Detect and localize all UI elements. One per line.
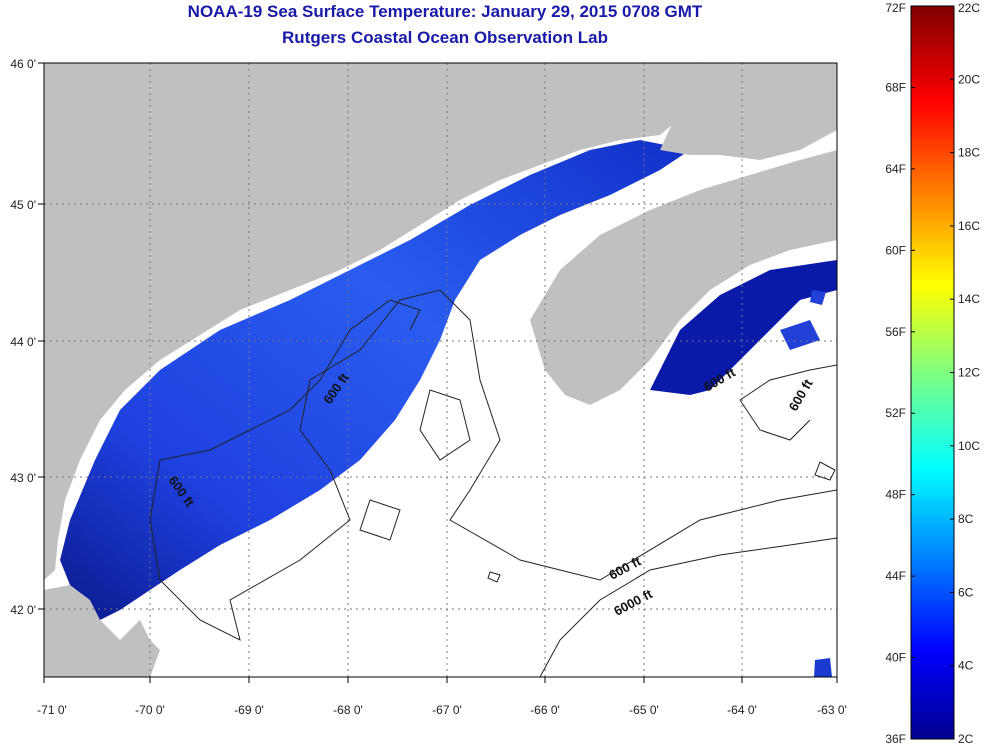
colorbar-f-label: 56F <box>885 325 906 339</box>
lat-tick-label: 43 0' <box>10 471 36 485</box>
colorbar-c-label: 8C <box>958 512 974 526</box>
lon-tick-label: -67 0' <box>432 703 462 717</box>
lat-tick-label: 46 0' <box>10 57 36 71</box>
colorbar-c-label: 20C <box>958 72 980 86</box>
colorbar-c-label: 22C <box>958 1 980 15</box>
colorbar-c-label: 18C <box>958 146 980 160</box>
lat-tick-label: 44 0' <box>10 335 36 349</box>
lon-tick-label: -70 0' <box>135 703 165 717</box>
scotian-shelf-sst-field <box>650 260 837 395</box>
map-title: NOAA-19 Sea Surface Temperature: January… <box>187 2 703 21</box>
colorbar-gradient <box>910 5 955 740</box>
graticule <box>44 63 837 677</box>
land-new-brunswick <box>660 63 837 160</box>
land-maine-new-hampshire <box>44 63 700 580</box>
land-nova-scotia <box>530 150 837 405</box>
colorbar-f-label: 52F <box>885 406 906 420</box>
lon-tick-label: -63 0' <box>817 703 847 717</box>
lat-tick-label: 42 0' <box>10 603 36 617</box>
southeast-corner-sst <box>814 658 832 677</box>
land-massachusetts <box>44 585 160 677</box>
colorbar-f-label: 72F <box>885 1 906 15</box>
lon-tick-label: -64 0' <box>727 703 757 717</box>
colorbar-c-label: 2C <box>958 732 974 746</box>
colorbar-f-label: 64F <box>885 162 906 176</box>
colorbar-f-label: 60F <box>885 243 906 257</box>
map-subtitle: Rutgers Coastal Ocean Observation Lab <box>282 28 608 47</box>
colorbar-f-label: 48F <box>885 488 906 502</box>
colorbar-c-label: 16C <box>958 219 980 233</box>
bathymetry-contours <box>149 289 837 677</box>
lon-tick-label: -65 0' <box>629 703 659 717</box>
lon-tick-label: -69 0' <box>234 703 264 717</box>
colorbar-f-label: 40F <box>885 651 906 665</box>
gulf-of-maine-sst-field <box>60 140 690 620</box>
lon-tick-label: -71 0' <box>37 703 67 717</box>
colorbar-f-label: 36F <box>885 732 906 746</box>
lon-tick-label: -66 0' <box>530 703 560 717</box>
lon-tick-label: -68 0' <box>333 703 363 717</box>
colorbar-c-label: 6C <box>958 585 974 599</box>
axis-ticks <box>38 62 838 683</box>
colorbar-c-label: 14C <box>958 292 980 306</box>
map-border <box>43 62 838 678</box>
colorbar-c-label: 10C <box>958 439 980 453</box>
colorbar-f-label: 68F <box>885 80 906 94</box>
colorbar-c-label: 4C <box>958 659 974 673</box>
lat-tick-label: 45 0' <box>10 198 36 212</box>
colorbar-f-label: 44F <box>885 569 906 583</box>
colorbar-c-label: 12C <box>958 366 980 380</box>
scotian-scatter-sst <box>780 290 826 350</box>
